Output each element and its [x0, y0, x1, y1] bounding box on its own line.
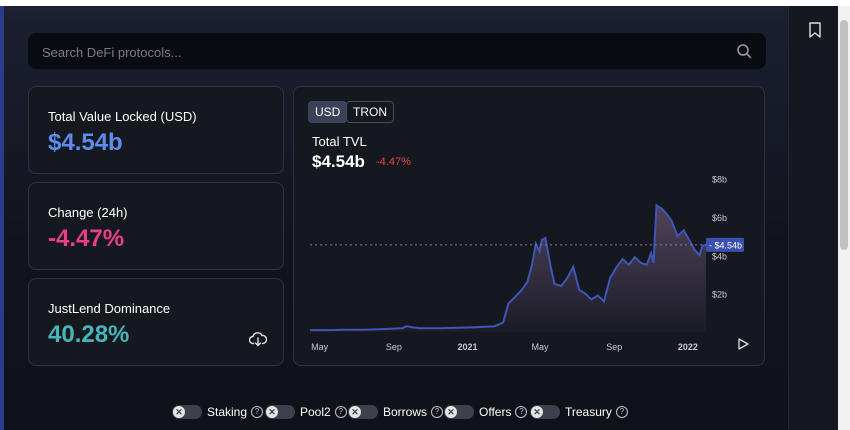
chart-card: USD TRON Total TVL $4.54b -4.47% $2b $4b $… — [293, 86, 765, 366]
toggle-label: Treasury — [565, 405, 612, 419]
change-value: -4.47% — [48, 225, 125, 252]
y-tick-label: $4b — [712, 251, 727, 261]
x-icon: ✕ — [266, 406, 278, 418]
toggle-label: Staking — [207, 405, 248, 419]
help-icon[interactable]: ? — [431, 406, 444, 418]
tvl-value: $4.54b — [48, 129, 123, 156]
switch-pool2[interactable]: ✕ — [265, 405, 295, 419]
y-tick-label: $6b — [712, 213, 727, 223]
y-tick-label: $8b — [712, 175, 727, 185]
x-tick-label: May — [311, 342, 329, 352]
toggle-borrows[interactable]: ✕ Borrows ? — [348, 402, 444, 422]
x-tick-label: Sep — [606, 342, 622, 352]
help-icon[interactable]: ? — [615, 406, 628, 418]
chart-change: -4.47% — [376, 156, 411, 168]
current-value-badge — [706, 237, 744, 252]
download-cloud-icon[interactable] — [249, 331, 267, 347]
help-icon[interactable]: ? — [251, 406, 264, 418]
toggle-label: Offers — [479, 405, 512, 419]
dominance-value: 40.28% — [48, 321, 130, 348]
x-icon: ✕ — [173, 406, 185, 418]
change-card: Change (24h) -4.47% — [28, 182, 284, 270]
chart-tvl-value: $4.54b — [312, 152, 365, 171]
tvl-chart[interactable]: $2b $4b $6b $8b - $4.54b May Sep 2021 May Sep 2022 — [294, 87, 764, 365]
toggle-pool2[interactable]: ✕ Pool2 ? — [265, 402, 347, 422]
switch-offers[interactable]: ✕ — [444, 405, 474, 419]
x-tick-label: Sep — [386, 342, 402, 352]
current-value-label: - $4.54b — [709, 240, 742, 250]
y-tick-label: $2b — [712, 290, 727, 300]
toggle-label: Pool2 — [300, 405, 331, 419]
toggle-label: Borrows — [383, 405, 428, 419]
dominance-label: JustLend Dominance — [48, 301, 171, 316]
change-label: Change (24h) — [48, 205, 128, 220]
x-icon: ✕ — [349, 406, 361, 418]
search-input[interactable] — [40, 33, 724, 71]
app-main: Total Value Locked (USD) $4.54b Change (… — [4, 6, 788, 430]
search-bar[interactable] — [28, 33, 766, 71]
tvl-area — [310, 205, 706, 332]
tvl-card: Total Value Locked (USD) $4.54b — [28, 86, 284, 174]
play-icon[interactable] — [737, 338, 749, 350]
chart-title: Total TVL — [312, 134, 367, 149]
switch-treasury[interactable]: ✕ — [530, 405, 560, 419]
scrollbar-thumb[interactable] — [840, 20, 848, 250]
x-icon: ✕ — [445, 406, 457, 418]
help-icon[interactable]: ? — [334, 406, 347, 418]
accent-bar — [0, 6, 4, 430]
tab-tron[interactable]: TRON — [346, 101, 394, 123]
toggle-staking[interactable]: ✕ Staking ? — [172, 402, 264, 422]
help-icon[interactable]: ? — [515, 406, 528, 418]
switch-borrows[interactable]: ✕ — [348, 405, 378, 419]
tvl-label: Total Value Locked (USD) — [48, 109, 197, 124]
x-tick-label: 2021 — [458, 342, 478, 352]
toggle-offers[interactable]: ✕ Offers ? — [444, 402, 528, 422]
x-tick-label: 2022 — [678, 342, 698, 352]
dominance-card: JustLend Dominance 40.28% — [28, 278, 284, 366]
toggle-treasury[interactable]: ✕ Treasury ? — [530, 402, 628, 422]
x-icon: ✕ — [531, 406, 543, 418]
scrollbar[interactable] — [838, 6, 850, 430]
tab-usd[interactable]: USD — [308, 101, 348, 123]
tvl-line — [310, 203, 707, 332]
bookmark-icon[interactable] — [808, 22, 822, 38]
switch-staking[interactable]: ✕ — [172, 405, 202, 419]
right-panel — [788, 6, 839, 430]
x-tick-label: May — [531, 342, 549, 352]
search-icon[interactable] — [736, 43, 752, 59]
